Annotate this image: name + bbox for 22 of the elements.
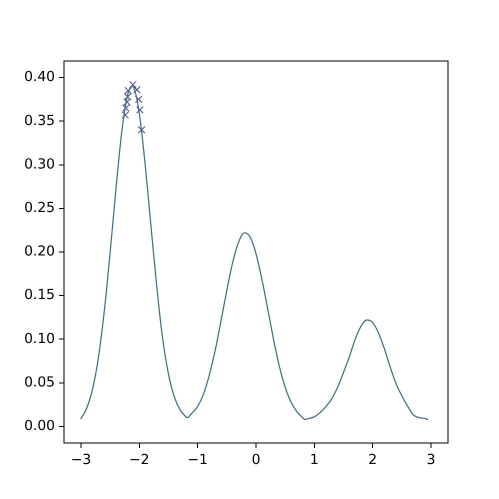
point — [134, 96, 142, 104]
y-tick-label: 0.25 — [24, 200, 55, 216]
x-tick-label: 2 — [368, 452, 378, 468]
x-tick-label: 3 — [426, 452, 436, 468]
point — [133, 86, 141, 94]
y-tick-label: 0.05 — [24, 374, 55, 390]
y-tick-label: 0.10 — [24, 330, 55, 347]
point — [136, 106, 144, 114]
x-tick-label: 1 — [310, 452, 319, 468]
y-tick-label: 0.15 — [24, 287, 55, 304]
y-tick-label: 0.30 — [24, 156, 55, 172]
y-tick-label: 0.35 — [24, 112, 55, 129]
x-tick-label: −3 — [70, 452, 92, 468]
x-tick-label: 0 — [252, 452, 260, 468]
y-tick-label: 0.00 — [24, 418, 55, 434]
x-tick-label: −2 — [129, 452, 150, 468]
point — [138, 126, 146, 134]
x-tick-label: −1 — [187, 452, 208, 468]
line-series — [80, 86, 428, 420]
y-tick-label: 0.40 — [24, 69, 55, 86]
y-tick-label: 0.20 — [24, 244, 55, 260]
point — [129, 80, 137, 88]
